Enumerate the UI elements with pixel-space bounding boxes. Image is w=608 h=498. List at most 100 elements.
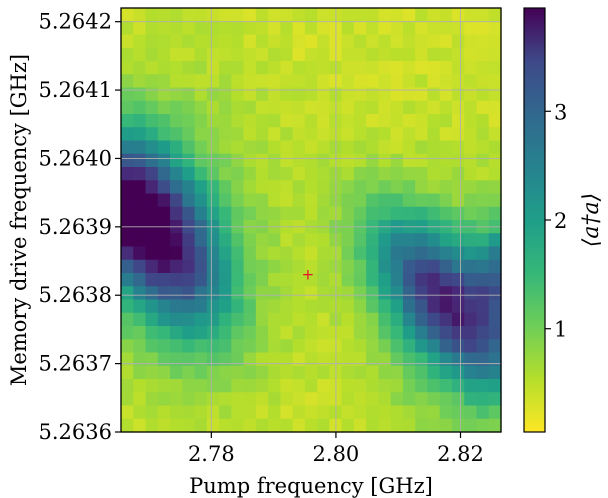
heat-cell [427, 206, 441, 221]
heat-cell [378, 259, 392, 274]
heat-cell [206, 114, 220, 128]
heat-cell [280, 392, 294, 407]
heat-cell [304, 87, 318, 102]
heat-cell [378, 299, 392, 314]
x-axis-label: Pump frequency [GHz] [189, 474, 433, 498]
heat-cell [427, 246, 441, 261]
heat-cell [268, 352, 281, 367]
y-tick-label: 5.2642 [39, 10, 112, 34]
heat-cell [366, 405, 380, 420]
heat-cell [280, 87, 294, 102]
heat-cell [170, 21, 183, 36]
heat-cell [317, 299, 330, 314]
heat-cell [451, 193, 465, 208]
heat-cell [206, 352, 220, 367]
heat-cell [243, 206, 257, 221]
heat-cell [133, 34, 147, 49]
heat-cell [353, 352, 367, 367]
heat-cell [170, 47, 183, 62]
heat-cell [157, 180, 171, 195]
heat-cell [268, 74, 281, 89]
heat-cell [255, 140, 269, 155]
heat-cell [353, 233, 367, 248]
heat-cell [341, 21, 355, 36]
heat-cell [366, 418, 380, 433]
heat-cell [366, 259, 380, 274]
heat-cell [243, 100, 257, 115]
heat-cell [488, 405, 502, 420]
y-tick-label: 5.2636 [39, 420, 112, 444]
heat-cell [402, 21, 416, 36]
heat-cell [304, 206, 318, 221]
heat-cell [182, 286, 196, 301]
heat-cell [451, 418, 465, 433]
heat-cell [427, 87, 441, 102]
heat-cell [464, 140, 478, 155]
heat-cell [133, 379, 147, 393]
heat-cell [292, 61, 306, 75]
heat-cell [280, 180, 294, 195]
heat-cell [219, 392, 232, 407]
heat-cell [378, 87, 392, 102]
heat-cell [439, 405, 453, 420]
heat-cell [194, 259, 208, 274]
heat-cell [451, 47, 465, 62]
heat-cell [439, 8, 453, 22]
heat-cell [451, 100, 465, 115]
heat-cell [390, 259, 404, 274]
heat-cell [390, 233, 404, 248]
heat-cell [341, 246, 355, 261]
heat-cell [121, 246, 134, 261]
heat-cell [121, 273, 134, 287]
heat-cell [133, 273, 147, 287]
heat-cell [268, 114, 281, 128]
heat-cell [390, 61, 404, 75]
heat-cell [439, 100, 453, 115]
heat-cell [231, 87, 245, 102]
heat-cell [219, 180, 232, 195]
heat-cell [182, 74, 196, 89]
heat-cell [317, 8, 330, 22]
heat-cell [304, 61, 318, 75]
heat-cell [268, 21, 281, 36]
heat-cell [317, 47, 330, 62]
heat-cell [464, 352, 478, 367]
heat-cell [243, 61, 257, 75]
heat-cell [219, 418, 232, 433]
heat-cell [402, 74, 416, 89]
heat-cell [366, 379, 380, 393]
heat-cell [280, 140, 294, 155]
heat-cell [464, 405, 478, 420]
heat-cell [439, 167, 453, 181]
heat-cell [121, 87, 134, 102]
heat-cell [366, 352, 380, 367]
heat-cell [182, 405, 196, 420]
heat-cell [231, 61, 245, 75]
heat-cell [341, 34, 355, 49]
heat-cell [255, 299, 269, 314]
heat-cell [121, 100, 134, 115]
heat-cell [304, 8, 318, 22]
heat-cell [182, 273, 196, 287]
heat-cell [280, 100, 294, 115]
heat-cell [133, 352, 147, 367]
heat-cell [255, 47, 269, 62]
heat-cell [378, 286, 392, 301]
heat-cell [133, 114, 147, 128]
heat-cell [402, 286, 416, 301]
heat-cell [280, 21, 294, 36]
heat-cell [268, 61, 281, 75]
heat-cell [390, 405, 404, 420]
heat-cell [366, 326, 380, 340]
heat-cell [341, 312, 355, 327]
heat-cell [353, 246, 367, 261]
heat-cell [231, 379, 245, 393]
heat-cell [231, 206, 245, 221]
heat-cell [268, 87, 281, 102]
x-axis-ticks: 2.78 2.80 2.82 [188, 432, 484, 466]
heat-cell [280, 153, 294, 168]
y-tick-label: 5.2638 [39, 283, 112, 307]
heat-cell [390, 365, 404, 380]
heat-cell [464, 61, 478, 75]
heat-cell [366, 180, 380, 195]
